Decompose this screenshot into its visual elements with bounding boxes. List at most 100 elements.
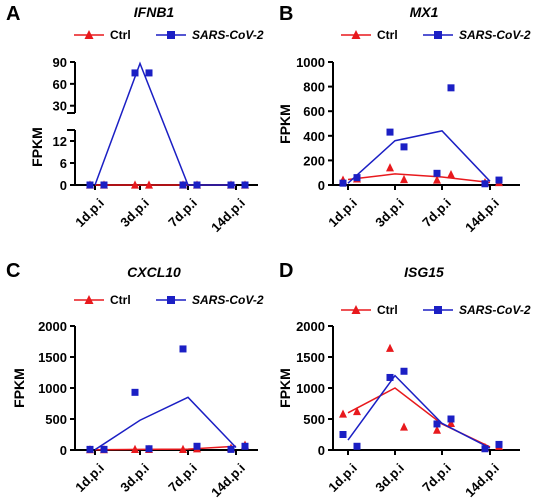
data-point-sars — [339, 431, 347, 438]
data-point-sars — [353, 174, 361, 182]
y-tick-label: 800 — [303, 80, 325, 95]
x-tick-label: 3d.p.i — [117, 460, 152, 495]
series-line-sars — [347, 130, 491, 184]
data-point-sars — [447, 415, 455, 423]
panel-d: D ISG15 Ctrl SARS-CoV-2 FPKM 0 500 1000 1500 2000… — [277, 260, 531, 500]
data-point-sars — [227, 445, 235, 453]
y-axis-label: FPKM — [29, 127, 45, 167]
data-point-ctrl — [145, 180, 153, 189]
data-point-sars — [339, 179, 347, 187]
legend-ctrl-marker — [84, 29, 94, 40]
data-point-sars — [495, 440, 503, 448]
data-point-ctrl — [400, 174, 408, 184]
data-point-sars — [433, 420, 441, 428]
panel-letter: D — [279, 260, 293, 282]
y-tick-label: 400 — [303, 129, 325, 144]
legend-sars-label: SARS-CoV-2 — [459, 28, 531, 42]
x-tick-label: 1d.p.i — [325, 195, 360, 230]
y-tick-label: 0 — [318, 443, 325, 458]
y-tick-label: 12 — [53, 134, 67, 149]
x-tick-label: 3d.p.i — [117, 195, 152, 230]
panel-letter: B — [279, 3, 293, 25]
x-tick-label: 3d.p.i — [372, 195, 407, 230]
y-tick-label: 0 — [318, 178, 325, 193]
y-axis-label: FPKM — [277, 368, 293, 408]
y-axis-label: FPKM — [277, 104, 293, 144]
x-tick-label: 7d.p.i — [165, 195, 200, 230]
data-point-sars — [353, 442, 361, 450]
data-point-sars — [100, 181, 108, 189]
chart-title: MX1 — [410, 4, 439, 20]
data-point-ctrl — [433, 425, 441, 434]
y-tick-label: 1500 — [296, 350, 325, 365]
data-point-sars — [481, 180, 489, 188]
y-tick-label: 0 — [60, 178, 67, 193]
y-tick-label: 1000 — [38, 381, 67, 396]
legend-sars-marker — [434, 31, 442, 39]
x-tick-label: 14d.p.i — [208, 460, 248, 500]
series-line-ctrl — [347, 387, 491, 448]
y-tick-label: 1000 — [296, 381, 325, 396]
x-tick-label: 3d.p.i — [372, 460, 407, 495]
x-tick-label: 7d.p.i — [165, 460, 200, 495]
chart-title: CXCL10 — [127, 264, 181, 280]
panel-letter: C — [6, 260, 20, 282]
data-point-sars — [179, 181, 187, 189]
legend-ctrl-label: Ctrl — [110, 28, 131, 42]
data-point-sars — [241, 181, 249, 189]
panel-letter: A — [6, 3, 20, 25]
y-tick-label: 6 — [60, 156, 67, 171]
data-point-sars — [131, 69, 139, 77]
data-point-ctrl — [353, 406, 361, 416]
y-tick-label: 600 — [303, 104, 325, 119]
data-point-sars — [386, 373, 394, 381]
data-point-sars — [433, 169, 441, 177]
y-tick-label: 2000 — [296, 319, 325, 334]
data-point-ctrl — [131, 444, 139, 453]
y-tick-label: 200 — [303, 153, 325, 168]
panel-b: B MX1 Ctrl SARS-CoV-2 FPKM 0 200 400 600 800 1000 1… — [277, 3, 531, 235]
data-point-sars — [193, 442, 201, 450]
data-point-sars — [495, 176, 503, 184]
y-tick-label: 500 — [45, 412, 67, 427]
x-tick-label: 7d.p.i — [419, 460, 454, 495]
legend-sars-marker — [434, 306, 442, 314]
data-point-sars — [447, 84, 455, 92]
data-point-sars — [145, 445, 153, 453]
data-point-sars — [400, 143, 408, 151]
x-tick-label: 1d.p.i — [325, 460, 360, 495]
legend-ctrl-label: Ctrl — [110, 293, 131, 307]
legend-sars-marker — [167, 31, 175, 39]
panel-c: C CXCL10 Ctrl SARS-CoV-2 FPKM 0 500 1000 1500 200… — [6, 260, 264, 500]
data-point-sars — [227, 181, 235, 189]
legend-ctrl-label: Ctrl — [377, 28, 398, 42]
data-point-ctrl — [339, 409, 347, 418]
series-line-sars — [347, 374, 491, 449]
data-point-sars — [131, 388, 139, 396]
y-tick-label: 1000 — [296, 55, 325, 70]
data-point-sars — [241, 442, 249, 450]
data-point-ctrl — [447, 418, 455, 427]
data-point-sars — [400, 367, 408, 375]
data-point-sars — [145, 69, 153, 77]
legend-ctrl-marker — [351, 29, 361, 40]
series-line-ctrl — [94, 445, 237, 451]
y-tick-label: 90 — [53, 55, 67, 70]
data-point-sars — [179, 345, 187, 353]
chart-title: IFNB1 — [134, 4, 175, 20]
series-line-sars — [94, 61, 236, 186]
x-tick-label: 14d.p.i — [208, 195, 248, 235]
data-point-ctrl — [433, 175, 441, 184]
x-tick-label: 14d.p.i — [462, 195, 502, 235]
y-tick-label: 500 — [303, 412, 325, 427]
x-tick-label: 7d.p.i — [419, 195, 454, 230]
y-tick-label: 2000 — [38, 319, 67, 334]
legend-sars-label: SARS-CoV-2 — [192, 28, 264, 42]
legend-ctrl-marker — [84, 294, 94, 305]
data-point-sars — [86, 181, 94, 189]
legend-sars-label: SARS-CoV-2 — [459, 303, 531, 317]
data-point-sars — [193, 181, 201, 189]
y-tick-label: 30 — [53, 99, 67, 114]
